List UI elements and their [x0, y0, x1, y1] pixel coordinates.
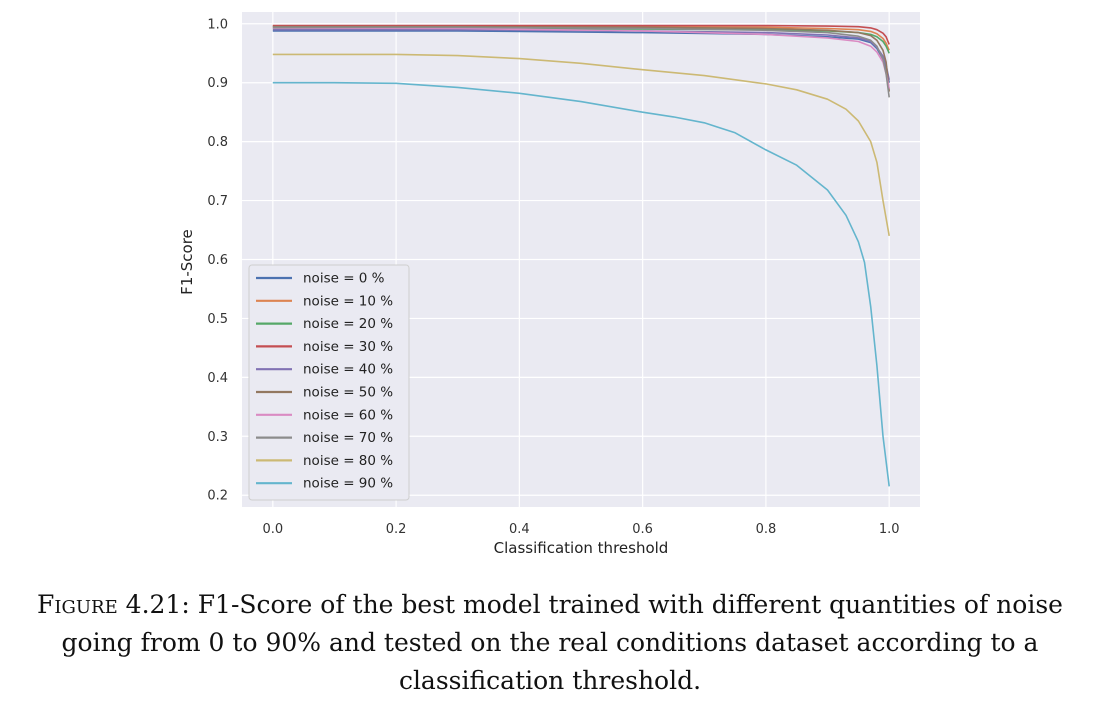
y-axis-label: F1-Score [178, 229, 196, 295]
series-line-5 [272, 25, 890, 92]
x-tick-label: 0.2 [386, 522, 407, 537]
y-tick-label: 0.9 [207, 76, 228, 91]
x-axis-label: Classification threshold [494, 539, 669, 557]
y-tick-label: 1.0 [207, 17, 228, 32]
x-tick-label: 0.0 [262, 522, 283, 537]
x-tick-label: 0.4 [509, 522, 530, 537]
legend-label: noise = 40 % [303, 362, 393, 378]
legend-label: noise = 20 % [303, 316, 393, 332]
legend-label: noise = 10 % [303, 293, 393, 309]
x-axis-ticks: 0.0 0.2 0.4 0.6 0.8 1.0 [262, 522, 899, 537]
y-tick-label: 0.3 [207, 430, 228, 445]
x-tick-label: 0.8 [756, 522, 777, 537]
legend-label: noise = 70 % [303, 430, 393, 446]
y-tick-label: 0.2 [207, 489, 228, 504]
figure-caption: Figure 4.21: F1-Score of the best model … [10, 586, 1090, 700]
series-line-8 [272, 53, 890, 237]
series-lines [272, 24, 890, 487]
legend-label: noise = 60 % [303, 407, 393, 423]
legend-label: noise = 50 % [303, 385, 393, 401]
legend-label: noise = 80 % [303, 453, 393, 469]
caption-label: Figure 4.21: [37, 590, 190, 619]
series-line-7 [272, 26, 890, 98]
y-tick-label: 0.8 [207, 135, 228, 150]
y-axis-ticks: 0.2 0.3 0.4 0.5 0.6 0.7 0.8 0.9 1.0 [207, 17, 228, 503]
x-tick-label: 1.0 [879, 522, 900, 537]
legend-label: noise = 0 % [303, 271, 385, 287]
series-line-9 [272, 81, 890, 487]
x-tick-label: 0.6 [632, 522, 653, 537]
legend-label: noise = 90 % [303, 476, 393, 492]
legend-label: noise = 30 % [303, 339, 393, 355]
series-line-3 [272, 24, 890, 45]
y-tick-label: 0.7 [207, 194, 228, 209]
caption-text: F1-Score of the best model trained with … [61, 590, 1063, 695]
y-tick-label: 0.6 [207, 253, 228, 268]
line-chart: 0.2 0.3 0.4 0.5 0.6 0.7 0.8 0.9 1.0 0.0 0.2 0.4 0.6… [178, 12, 920, 557]
y-tick-label: 0.5 [207, 312, 228, 327]
legend: noise = 0 % noise = 10 % noise = 20 % noise… [248, 264, 410, 501]
y-tick-label: 0.4 [207, 371, 228, 386]
